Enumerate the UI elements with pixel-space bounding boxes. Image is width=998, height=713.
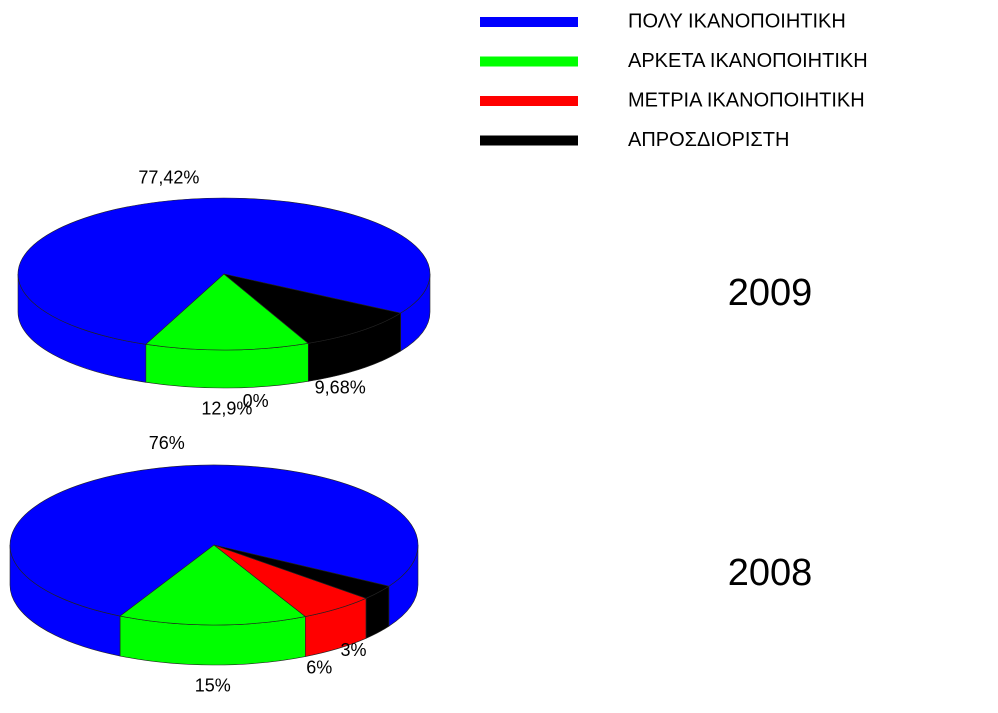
data-label: 15% — [195, 676, 231, 696]
pie-slice — [119, 544, 307, 626]
data-label: 77,42% — [138, 167, 199, 187]
pie-slice — [213, 544, 390, 599]
data-label: 3% — [341, 640, 367, 660]
legend-label: ΠΟΛΥ ΙΚΑΝΟΠΟΙΗΤΙΚΗ — [628, 10, 846, 32]
data-label: 0% — [243, 391, 269, 411]
chart-title: 2008 — [728, 552, 813, 594]
data-label: 6% — [306, 658, 332, 678]
data-label: 76% — [149, 433, 185, 453]
legend-swatch — [480, 96, 578, 106]
pie-slice — [145, 273, 309, 351]
data-label: 12,9% — [201, 398, 252, 418]
legend-label: ΑΠΡΟΣΔΙΟΡΙΣΤΗ — [628, 129, 789, 151]
pie-slice — [9, 464, 419, 617]
data-label: 9,68% — [315, 377, 366, 397]
legend-label: ΑΡΚΕΤΑ ΙΚΑΝΟΠΟΙΗΤΙΚΗ — [628, 50, 868, 72]
legend-swatch — [480, 135, 578, 146]
legend-swatch — [480, 17, 578, 27]
chart-title: 2009 — [728, 272, 813, 314]
pie-slice — [17, 197, 431, 345]
legend-swatch — [480, 56, 578, 67]
pie-slice — [223, 273, 402, 344]
legend-label: ΜΕΤΡΙΑ ΙΚΑΝΟΠΟΙΗΤΙΚΗ — [628, 89, 865, 111]
